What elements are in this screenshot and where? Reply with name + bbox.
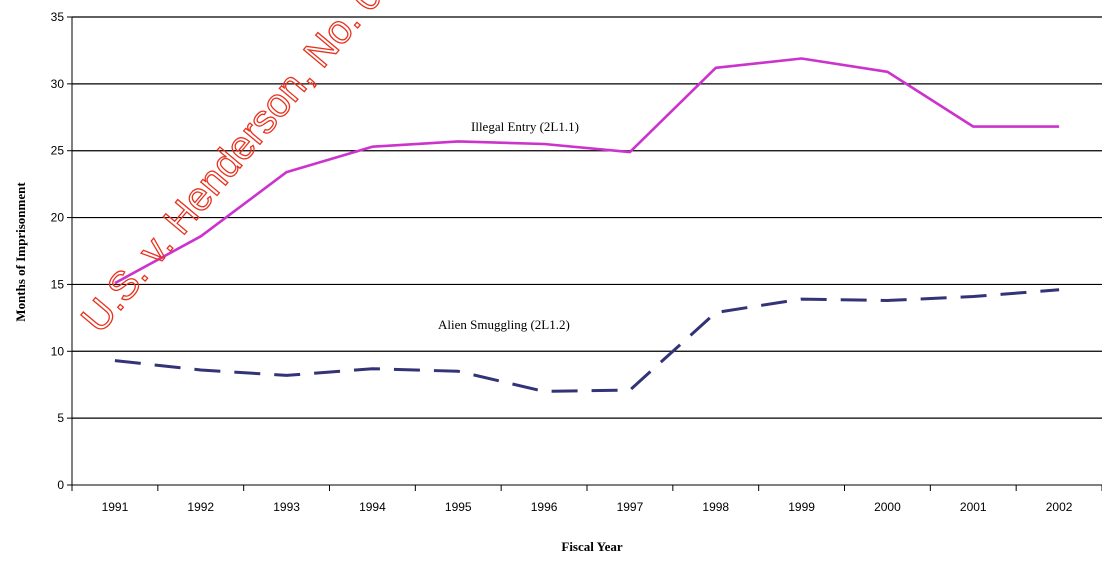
- x-tick-labels: 1991 1992 1993 1994 1995 1996 1997 1998 1999 2000…: [102, 500, 1073, 514]
- series-label-illegal-entry: Illegal Entry (2L1.1): [471, 119, 579, 134]
- x-tick-label-1997: 1997: [617, 500, 644, 514]
- y-tick-label-10: 10: [51, 344, 65, 358]
- axes: [67, 16, 1102, 491]
- x-tick-label-1994: 1994: [359, 500, 386, 514]
- series-line-illegal-entry: [114, 57, 1060, 285]
- series-label-alien-smuggling: Alien Smuggling (2L1.2): [438, 317, 570, 332]
- x-tick-label-1999: 1999: [788, 500, 815, 514]
- y-tick-label-35: 35: [51, 10, 65, 24]
- x-tick-label-1996: 1996: [531, 500, 558, 514]
- y-tick-label-25: 25: [51, 144, 65, 158]
- y-tick-label-15: 15: [51, 277, 65, 291]
- x-tick-label-1991: 1991: [102, 500, 129, 514]
- x-tick-label-1995: 1995: [445, 500, 472, 514]
- y-tick-label-30: 30: [51, 77, 65, 91]
- x-tick-label-1992: 1992: [187, 500, 214, 514]
- y-tick-label-5: 5: [57, 411, 64, 425]
- series-line-alien-smuggling: [114, 288, 1060, 393]
- y-axis-title: Months of Imprisonment: [13, 182, 28, 322]
- y-tick-labels: 0 5 10 15 20 25 30 35: [51, 10, 65, 492]
- y-tick-label-0: 0: [57, 478, 64, 492]
- x-tick-label-2001: 2001: [960, 500, 987, 514]
- y-tick-label-20: 20: [51, 211, 65, 225]
- x-axis-title: Fiscal Year: [561, 539, 622, 554]
- x-tick-label-2000: 2000: [874, 500, 901, 514]
- x-tick-label-1998: 1998: [702, 500, 729, 514]
- x-tick-label-1993: 1993: [273, 500, 300, 514]
- watermark-text: U.S. v. Henderson, No. 05: [73, 0, 405, 341]
- series-lines: [114, 57, 1060, 393]
- gridlines: [72, 16, 1102, 419]
- x-tick-label-2002: 2002: [1046, 500, 1073, 514]
